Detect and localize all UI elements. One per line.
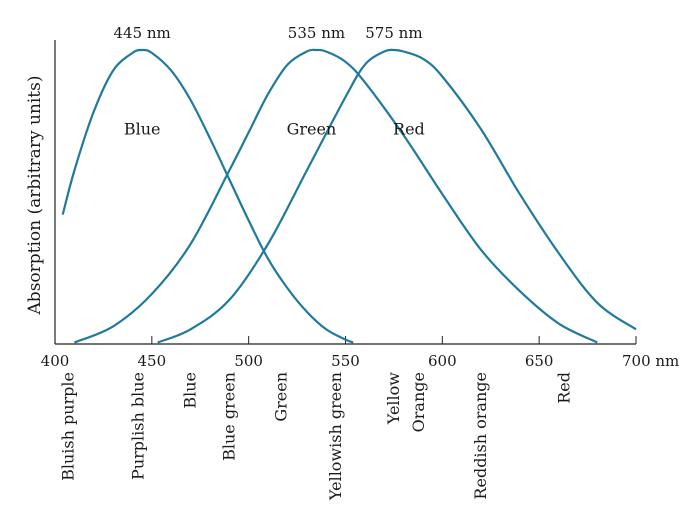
color-name-label: Orange xyxy=(409,372,428,432)
green-curve xyxy=(73,48,598,344)
red-peak-label: 575 nm xyxy=(365,24,422,42)
red-series-label: Red xyxy=(393,119,425,138)
color-name-label: Yellowish green xyxy=(326,372,345,501)
color-name-label: Red xyxy=(554,372,573,404)
blue-series-label: Blue xyxy=(124,119,161,138)
x-tick-label: 400 xyxy=(41,352,70,370)
blue-curve xyxy=(61,48,354,344)
color-name-label: Reddish orange xyxy=(471,372,490,500)
peak-labels: 445 nm 535 nm 575 nm xyxy=(114,24,423,42)
x-tick-label: 550 xyxy=(331,352,360,370)
color-name-label: Bluish purple xyxy=(59,372,78,481)
red-curve xyxy=(157,48,637,344)
color-name-label: Green xyxy=(272,372,291,422)
color-name-label: Yellow xyxy=(384,372,403,426)
x-tick-label: 450 xyxy=(138,352,167,370)
series-labels: Blue Green Red xyxy=(124,119,425,138)
x-tick-label: 600 xyxy=(428,352,457,370)
color-name-label: Blue green xyxy=(219,372,238,461)
color-name-label: Purplish blue xyxy=(128,372,147,480)
y-axis-label: Absorption (arbitrary units) xyxy=(25,76,45,316)
absorption-curves xyxy=(61,48,637,344)
green-peak-label: 535 nm xyxy=(288,24,345,42)
x-tick-label: 700 nm xyxy=(622,352,679,370)
x-tick-label: 500 xyxy=(234,352,263,370)
color-name-label: Blue xyxy=(181,372,200,409)
x-tick-label: 650 xyxy=(525,352,554,370)
green-series-label: Green xyxy=(287,119,337,138)
color-name-labels: Bluish purple Purplish blue Blue Blue green… xyxy=(59,372,574,501)
chart-axes xyxy=(54,40,636,345)
x-ticks: 400 450 500 550 600 650 700 nm xyxy=(41,336,679,370)
blue-peak-label: 445 nm xyxy=(114,24,171,42)
